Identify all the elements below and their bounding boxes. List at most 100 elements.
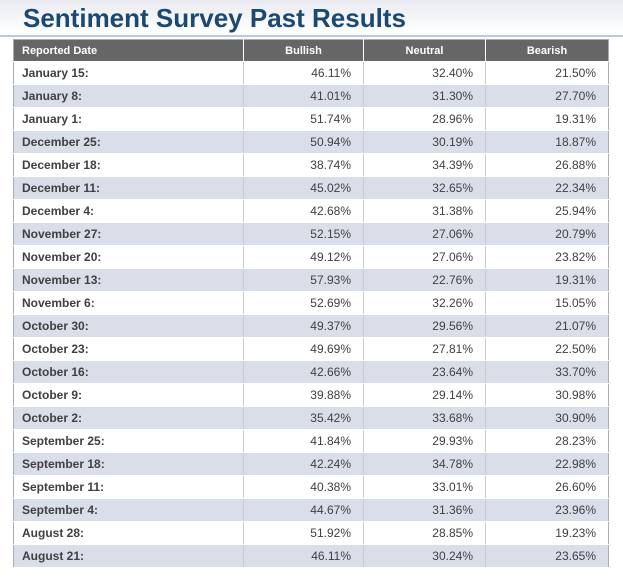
neutral-value-cell: 31.36% (363, 498, 486, 522)
bearish-value-cell: 21.07% (485, 314, 609, 338)
bullish-value-cell: 44.67% (243, 498, 364, 522)
reported-date-cell: October 30: (13, 314, 244, 338)
table-row: January 1: 51.74% 28.96% 19.31% (13, 107, 609, 131)
table-row: October 2: 35.42% 33.68% 30.90% (13, 406, 609, 430)
neutral-value-cell: 34.39% (363, 153, 486, 177)
reported-date-cell: January 1: (13, 107, 244, 131)
bullish-value-cell: 42.24% (243, 452, 364, 476)
reported-date-cell: November 20: (13, 245, 244, 269)
bearish-value-cell: 20.79% (485, 222, 609, 246)
table-row: September 11: 40.38% 33.01% 26.60% (13, 475, 609, 499)
bullish-value-cell: 40.38% (243, 475, 364, 499)
bullish-value-cell: 45.02% (243, 176, 364, 200)
reported-date-cell: September 25: (13, 429, 244, 453)
column-header-bearish: Bearish (485, 39, 609, 62)
neutral-value-cell: 22.76% (363, 268, 486, 292)
neutral-value-cell: 32.26% (363, 291, 486, 315)
table-row: October 9: 39.88% 29.14% 30.98% (13, 383, 609, 407)
neutral-value-cell: 31.38% (363, 199, 486, 223)
neutral-value-cell: 34.78% (363, 452, 486, 476)
reported-date-cell: August 28: (13, 521, 244, 545)
reported-date-cell: December 4: (13, 199, 244, 223)
bearish-value-cell: 15.05% (485, 291, 609, 315)
table-header: Reported Date Bullish Neutral Bearish (13, 39, 609, 62)
table-row: January 15: 46.11% 32.40% 21.50% (13, 61, 609, 85)
reported-date-cell: October 23: (13, 337, 244, 361)
table-row: August 28: 51.92% 28.85% 19.23% (13, 521, 609, 545)
bullish-value-cell: 42.68% (243, 199, 364, 223)
reported-date-cell: December 11: (13, 176, 244, 200)
bullish-value-cell: 50.94% (243, 130, 364, 154)
table-row: November 20: 49.12% 27.06% 23.82% (13, 245, 609, 269)
table-row: October 30: 49.37% 29.56% 21.07% (13, 314, 609, 338)
bearish-value-cell: 27.70% (485, 84, 609, 108)
bullish-value-cell: 41.84% (243, 429, 364, 453)
bearish-value-cell: 19.31% (485, 268, 609, 292)
reported-date-cell: August 21: (13, 544, 244, 568)
bullish-value-cell: 49.37% (243, 314, 364, 338)
neutral-value-cell: 23.64% (363, 360, 486, 384)
neutral-value-cell: 31.30% (363, 84, 486, 108)
reported-date-cell: September 4: (13, 498, 244, 522)
table-row: December 18: 38.74% 34.39% 26.88% (13, 153, 609, 177)
reported-date-cell: January 8: (13, 84, 244, 108)
reported-date-cell: November 6: (13, 291, 244, 315)
table-row: September 4: 44.67% 31.36% 23.96% (13, 498, 609, 522)
neutral-value-cell: 33.68% (363, 406, 486, 430)
bullish-value-cell: 42.66% (243, 360, 364, 384)
neutral-value-cell: 32.40% (363, 61, 486, 85)
bearish-value-cell: 18.87% (485, 130, 609, 154)
bearish-value-cell: 25.94% (485, 199, 609, 223)
table-row: December 11: 45.02% 32.65% 22.34% (13, 176, 609, 200)
title-divider (0, 35, 623, 37)
bearish-value-cell: 23.82% (485, 245, 609, 269)
reported-date-cell: November 27: (13, 222, 244, 246)
bullish-value-cell: 46.11% (243, 61, 364, 85)
bullish-value-cell: 39.88% (243, 383, 364, 407)
sentiment-results-table: Reported Date Bullish Neutral Bearish Ja… (13, 39, 609, 568)
table-row: November 6: 52.69% 32.26% 15.05% (13, 291, 609, 315)
bearish-value-cell: 33.70% (485, 360, 609, 384)
bearish-value-cell: 19.23% (485, 521, 609, 545)
bullish-value-cell: 57.93% (243, 268, 364, 292)
reported-date-cell: September 18: (13, 452, 244, 476)
bearish-value-cell: 26.88% (485, 153, 609, 177)
table-row: November 13: 57.93% 22.76% 19.31% (13, 268, 609, 292)
reported-date-cell: January 15: (13, 61, 244, 85)
neutral-value-cell: 27.06% (363, 222, 486, 246)
bearish-value-cell: 22.34% (485, 176, 609, 200)
neutral-value-cell: 30.24% (363, 544, 486, 568)
bullish-value-cell: 52.69% (243, 291, 364, 315)
table-row: December 25: 50.94% 30.19% 18.87% (13, 130, 609, 154)
column-header-neutral: Neutral (363, 39, 486, 62)
neutral-value-cell: 29.14% (363, 383, 486, 407)
page-title: Sentiment Survey Past Results (23, 3, 406, 33)
bullish-value-cell: 49.12% (243, 245, 364, 269)
bearish-value-cell: 22.98% (485, 452, 609, 476)
neutral-value-cell: 29.56% (363, 314, 486, 338)
bearish-value-cell: 22.50% (485, 337, 609, 361)
bullish-value-cell: 51.92% (243, 521, 364, 545)
reported-date-cell: September 11: (13, 475, 244, 499)
table-body: January 15: 46.11% 32.40% 21.50% January 8: 4… (13, 61, 609, 568)
table-row: September 25: 41.84% 29.93% 28.23% (13, 429, 609, 453)
bullish-value-cell: 35.42% (243, 406, 364, 430)
bullish-value-cell: 51.74% (243, 107, 364, 131)
bullish-value-cell: 38.74% (243, 153, 364, 177)
table-row: September 18: 42.24% 34.78% 22.98% (13, 452, 609, 476)
bullish-value-cell: 49.69% (243, 337, 364, 361)
neutral-value-cell: 27.81% (363, 337, 486, 361)
bullish-value-cell: 46.11% (243, 544, 364, 568)
reported-date-cell: November 13: (13, 268, 244, 292)
bearish-value-cell: 21.50% (485, 61, 609, 85)
neutral-value-cell: 28.85% (363, 521, 486, 545)
table-row: October 16: 42.66% 23.64% 33.70% (13, 360, 609, 384)
neutral-value-cell: 28.96% (363, 107, 486, 131)
table-row: November 27: 52.15% 27.06% 20.79% (13, 222, 609, 246)
table-row: December 4: 42.68% 31.38% 25.94% (13, 199, 609, 223)
bearish-value-cell: 26.60% (485, 475, 609, 499)
reported-date-cell: October 9: (13, 383, 244, 407)
reported-date-cell: October 16: (13, 360, 244, 384)
neutral-value-cell: 29.93% (363, 429, 486, 453)
neutral-value-cell: 33.01% (363, 475, 486, 499)
